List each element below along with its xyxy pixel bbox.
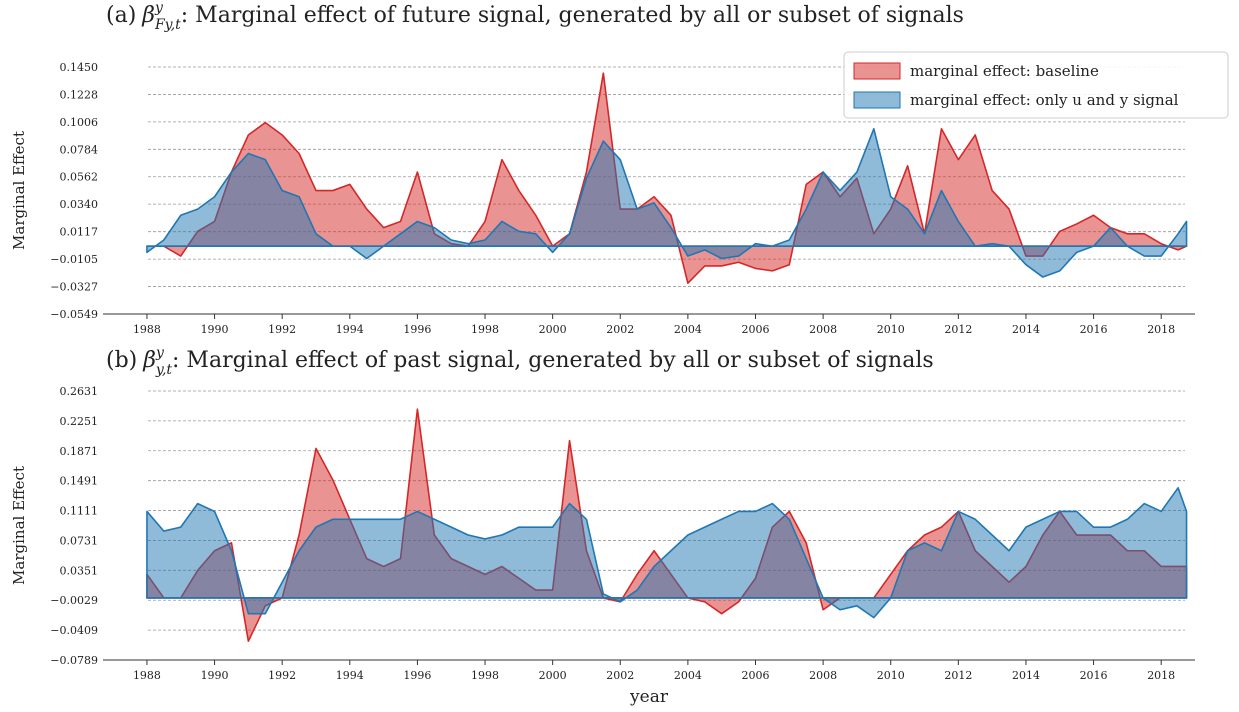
legend-box <box>843 51 1229 119</box>
x-tick-label: 2016 <box>1080 323 1108 336</box>
x-tick-label: 2002 <box>606 669 634 682</box>
y-tick-label: 0.1006 <box>60 116 99 129</box>
y-tick-label: −0.0327 <box>50 281 98 294</box>
y-tick-label: −0.0105 <box>50 253 98 266</box>
title-text: : Marginal effect of past signal, genera… <box>172 348 934 373</box>
x-tick-label: 1994 <box>336 669 364 682</box>
title-symbol: β <box>142 348 156 373</box>
x-tick-label: 1988 <box>133 669 161 682</box>
x-tick-label: 2008 <box>809 669 837 682</box>
x-tick-label: 2018 <box>1147 323 1175 336</box>
x-tick-label: 2016 <box>1080 669 1108 682</box>
y-tick-label: 0.1450 <box>60 61 99 74</box>
x-tick-label: 1992 <box>268 323 296 336</box>
y-tick-label: 0.2251 <box>60 415 99 428</box>
title-symbol: β <box>141 3 155 28</box>
x-tick-label: 2006 <box>741 323 769 336</box>
legend-swatch <box>853 62 901 80</box>
area <box>146 127 1188 278</box>
y-tick-label: 0.0562 <box>60 171 99 184</box>
y-tick-label: 0.1491 <box>60 475 99 488</box>
title-prefix: (b) <box>106 348 137 373</box>
x-tick-label: 2006 <box>741 669 769 682</box>
y-tick-label: −0.0789 <box>50 654 98 667</box>
title-sub: Fy,t <box>154 17 181 33</box>
x-tick-label: 2010 <box>877 323 905 336</box>
y-tick-label: −0.0549 <box>50 308 98 321</box>
x-tick-label: 2000 <box>539 323 567 336</box>
y-axis-label: Marginal Effect <box>10 131 28 250</box>
x-tick-label: 2012 <box>944 323 972 336</box>
y-tick-label: 0.1871 <box>60 445 99 458</box>
title-prefix: (a) <box>106 3 136 28</box>
y-tick-label: 0.0117 <box>60 226 99 239</box>
panel-title: (b) βy y,t: Marginal effect of past signal… <box>106 345 934 378</box>
title-sup: y <box>154 0 164 16</box>
area <box>146 487 1188 619</box>
legend-swatch <box>853 91 901 109</box>
x-tick-label: 1994 <box>336 323 364 336</box>
y-axis-label: Marginal Effect <box>10 466 28 585</box>
x-tick-label: 1990 <box>201 323 229 336</box>
x-tick-label: 2014 <box>1012 669 1040 682</box>
y-tick-label: −0.0029 <box>50 594 98 607</box>
x-tick-label: 2012 <box>944 669 972 682</box>
x-tick-label: 2010 <box>877 669 905 682</box>
x-tick-label: 1996 <box>403 323 431 336</box>
x-axis-label: year <box>629 687 669 707</box>
title-sup: y <box>155 345 165 361</box>
title-sub: y,t <box>155 362 173 378</box>
x-tick-label: 1988 <box>133 323 161 336</box>
x-tick-label: 1990 <box>201 669 229 682</box>
y-tick-label: 0.1111 <box>60 505 99 518</box>
panel-title: (a) βy Fy,t: Marginal effect of future sig… <box>106 0 964 33</box>
y-tick-label: 0.2631 <box>60 385 99 398</box>
y-tick-label: 0.0351 <box>60 564 99 577</box>
x-tick-label: 1996 <box>403 669 431 682</box>
legend-label: marginal effect: baseline <box>910 62 1099 80</box>
y-tick-label: 0.0340 <box>60 198 99 211</box>
x-tick-label: 2004 <box>674 669 702 682</box>
x-tick-label: 2018 <box>1147 669 1175 682</box>
y-tick-label: 0.0731 <box>60 534 99 547</box>
x-tick-label: 1992 <box>268 669 296 682</box>
x-tick-label: 1998 <box>471 669 499 682</box>
x-tick-label: 2014 <box>1012 323 1040 336</box>
x-tick-label: 2000 <box>539 669 567 682</box>
y-tick-label: −0.0409 <box>50 624 98 637</box>
x-tick-label: 2008 <box>809 323 837 336</box>
x-tick-label: 1998 <box>471 323 499 336</box>
title-text: : Marginal effect of future signal, gene… <box>181 3 964 28</box>
x-tick-label: 2004 <box>674 323 702 336</box>
y-tick-label: 0.0784 <box>60 143 99 156</box>
y-tick-label: 0.1228 <box>60 88 99 101</box>
legend-label: marginal effect: only u and y signal <box>910 91 1179 109</box>
x-tick-label: 2002 <box>606 323 634 336</box>
